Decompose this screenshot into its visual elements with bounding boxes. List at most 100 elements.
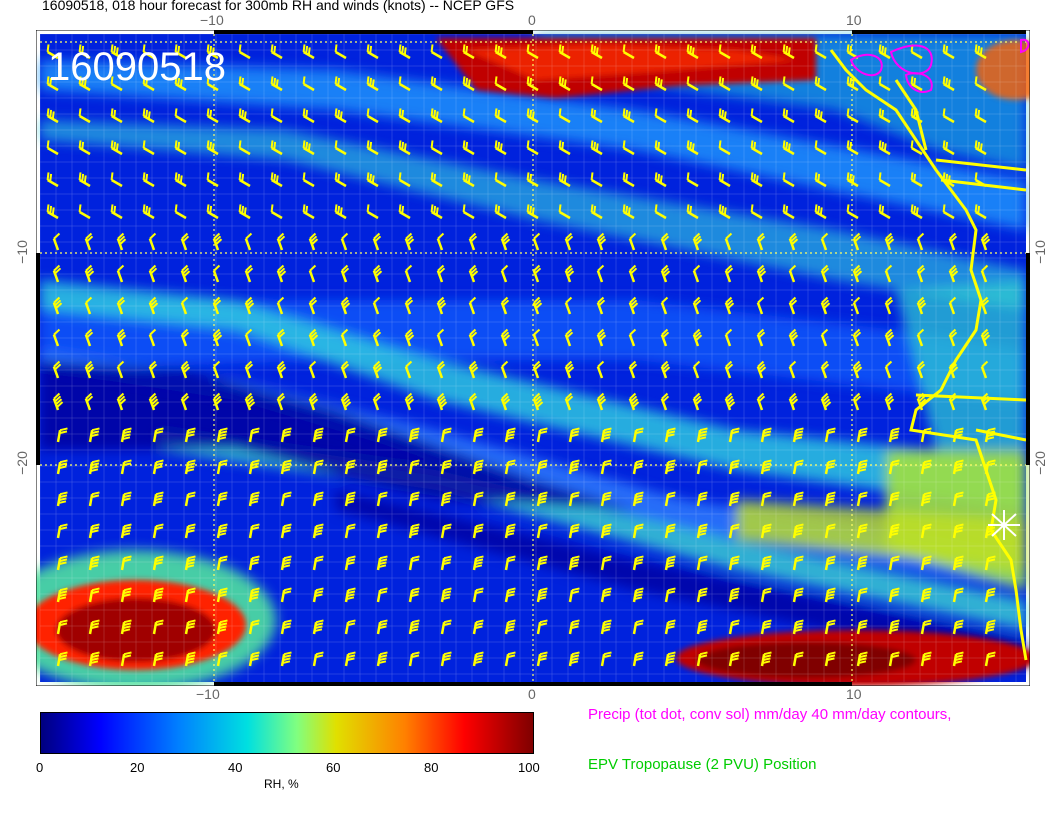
wind-barb bbox=[142, 204, 155, 220]
wind-barb bbox=[344, 651, 356, 667]
wind-barb bbox=[238, 172, 251, 188]
wind-barb bbox=[184, 491, 196, 507]
wind-barb bbox=[468, 264, 479, 283]
wind-barb bbox=[820, 296, 831, 315]
wind-barb bbox=[84, 360, 95, 379]
wind-barb bbox=[152, 491, 164, 507]
wind-barb bbox=[622, 140, 635, 156]
wind-barb bbox=[532, 328, 541, 347]
colorbar-tick-0: 0 bbox=[36, 760, 44, 775]
wind-barb bbox=[500, 360, 509, 379]
wind-barb bbox=[590, 172, 603, 188]
wind-barb bbox=[116, 232, 127, 251]
wind-barb bbox=[110, 140, 123, 156]
wind-barb bbox=[568, 651, 580, 667]
wind-barb bbox=[856, 619, 868, 635]
wind-barb bbox=[504, 555, 516, 571]
wind-barb bbox=[152, 651, 164, 667]
wind-barb bbox=[500, 264, 509, 283]
map-panel[interactable]: 16090518 bbox=[36, 30, 1030, 686]
wind-barb bbox=[852, 296, 861, 315]
wind-barb bbox=[782, 140, 795, 156]
wind-barb bbox=[340, 328, 349, 347]
wind-barb bbox=[536, 587, 548, 603]
wind-barb bbox=[724, 328, 733, 347]
wind-barb bbox=[632, 427, 644, 443]
wind-barb bbox=[312, 523, 324, 539]
wind-barb bbox=[504, 651, 516, 667]
wind-barb bbox=[664, 619, 676, 635]
wind-barb bbox=[590, 108, 603, 124]
wind-barbs bbox=[46, 44, 996, 667]
x-tick-top-10: 10 bbox=[846, 12, 862, 28]
wind-barb bbox=[56, 619, 68, 635]
wind-barb bbox=[56, 459, 68, 475]
wind-barb bbox=[142, 76, 155, 92]
wind-barb bbox=[920, 491, 932, 507]
wind-barb bbox=[760, 651, 772, 667]
wind-barb bbox=[504, 459, 516, 475]
rh-high-values bbox=[36, 38, 1030, 686]
wind-barb bbox=[468, 232, 478, 251]
wind-barb bbox=[942, 44, 955, 60]
wind-barb bbox=[110, 44, 123, 60]
wind-barb bbox=[824, 651, 836, 667]
wind-barb bbox=[120, 523, 132, 539]
wind-barb bbox=[376, 555, 388, 571]
wind-barb bbox=[276, 360, 287, 379]
wind-barb bbox=[920, 459, 932, 475]
wind-barb bbox=[462, 140, 475, 156]
wind-barb bbox=[884, 360, 893, 379]
wind-barb bbox=[824, 555, 836, 571]
wind-barb bbox=[686, 44, 699, 60]
wind-barb bbox=[504, 587, 516, 603]
wind-barb bbox=[472, 427, 484, 443]
y-tick-right-neg10: −10 bbox=[1031, 240, 1048, 264]
wind-barb bbox=[462, 172, 475, 188]
wind-barb bbox=[788, 232, 799, 251]
wind-barb bbox=[88, 555, 100, 571]
wind-barb bbox=[820, 264, 830, 283]
x-tick-bottom-10: 10 bbox=[846, 686, 862, 702]
wind-barb bbox=[824, 459, 836, 475]
wind-barb bbox=[660, 392, 670, 411]
wind-barb bbox=[270, 204, 283, 220]
wind-barb bbox=[344, 587, 356, 603]
wind-barb bbox=[756, 328, 766, 347]
epv-legend: EPV Tropopause (2 PVU) Position bbox=[588, 756, 817, 773]
wind-barb bbox=[756, 296, 765, 315]
precip-contours bbox=[849, 38, 1030, 93]
wind-barb bbox=[312, 427, 324, 443]
wind-barb bbox=[760, 523, 772, 539]
wind-barb bbox=[110, 76, 123, 92]
wind-barb bbox=[846, 140, 859, 156]
wind-barb bbox=[660, 296, 669, 315]
wind-barb bbox=[622, 204, 635, 220]
wind-barb bbox=[302, 204, 315, 220]
wind-barb bbox=[216, 555, 228, 571]
wind-barb bbox=[910, 140, 923, 156]
page-title: 16090518, 018 hour forecast for 300mb RH… bbox=[42, 0, 515, 13]
wind-barb bbox=[238, 76, 251, 92]
rh-wind-map[interactable]: 16090518 bbox=[36, 30, 1030, 686]
wind-barb bbox=[52, 328, 61, 347]
colorbar-tick-20: 20 bbox=[130, 760, 145, 775]
wind-barb bbox=[184, 427, 196, 443]
wind-barb bbox=[532, 392, 544, 411]
wind-barb bbox=[212, 392, 223, 411]
wind-barb bbox=[564, 296, 573, 315]
wind-barb bbox=[430, 76, 443, 92]
wind-barb bbox=[116, 392, 127, 411]
wind-barb bbox=[372, 232, 382, 251]
wind-barb bbox=[974, 108, 987, 124]
wind-barb bbox=[238, 204, 251, 220]
wind-barb bbox=[174, 140, 187, 156]
wind-barb bbox=[308, 392, 319, 411]
wind-barb bbox=[596, 360, 605, 379]
wind-barb bbox=[888, 619, 900, 635]
wind-barb bbox=[622, 108, 635, 124]
wind-barb bbox=[916, 360, 926, 379]
wind-barb bbox=[52, 232, 61, 251]
wind-barb bbox=[334, 204, 347, 220]
wind-barb bbox=[340, 392, 352, 411]
